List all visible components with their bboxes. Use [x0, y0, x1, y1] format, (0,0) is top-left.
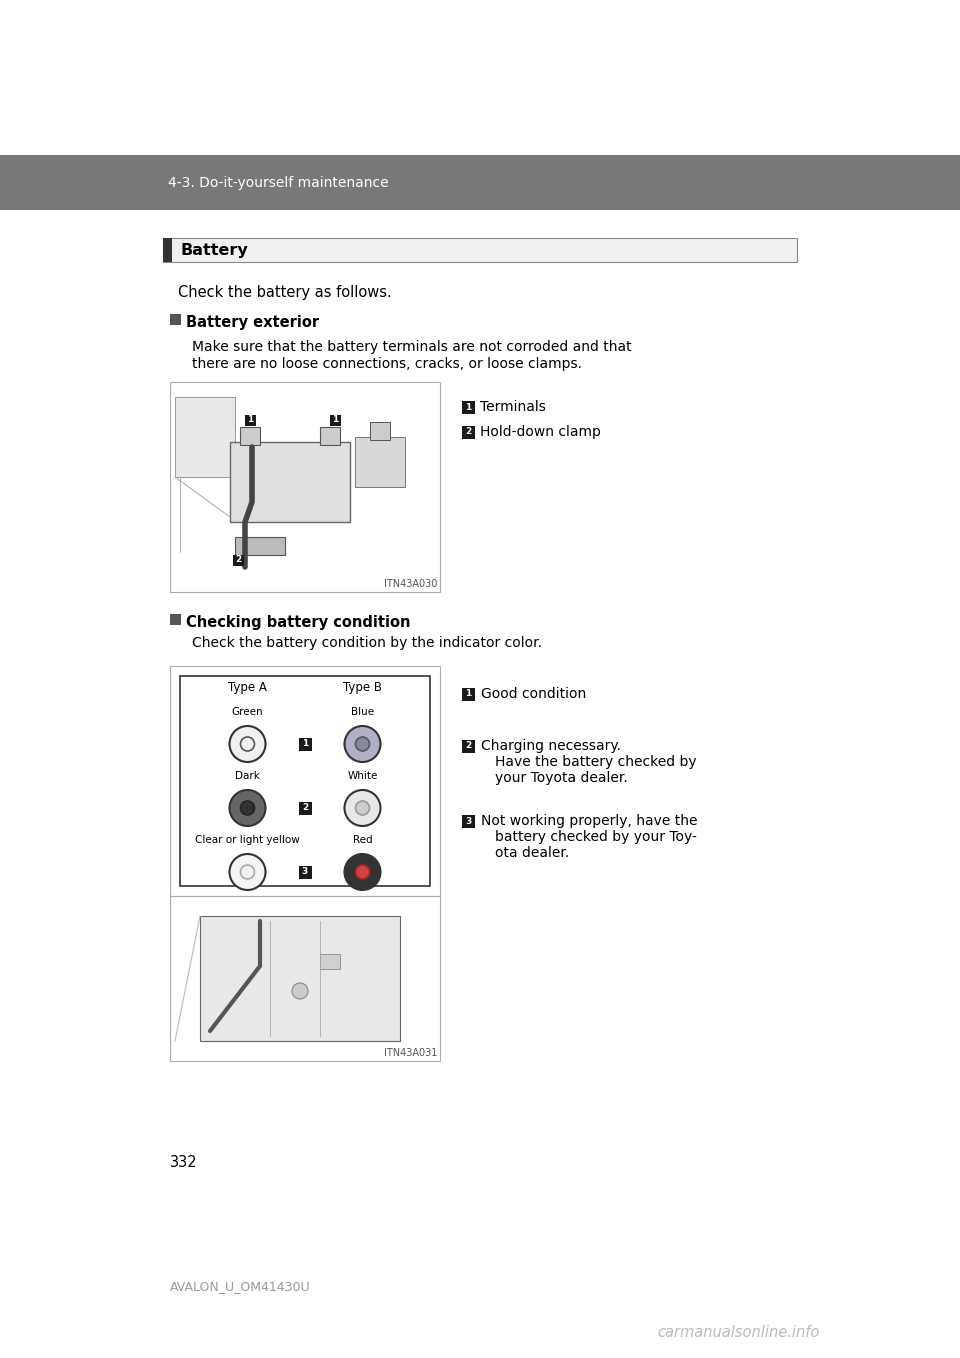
- Text: 1: 1: [465, 402, 471, 411]
- Circle shape: [345, 790, 380, 826]
- Text: 1: 1: [332, 416, 338, 425]
- Bar: [462, 740, 474, 752]
- Text: Type B: Type B: [343, 682, 382, 694]
- Circle shape: [355, 865, 370, 879]
- Text: 3: 3: [301, 868, 308, 876]
- Text: Dark: Dark: [235, 771, 260, 781]
- Text: Clear or light yellow: Clear or light yellow: [195, 835, 300, 845]
- Text: 1: 1: [301, 740, 308, 748]
- Bar: [200, 917, 400, 1042]
- Bar: [180, 676, 430, 885]
- Circle shape: [345, 854, 380, 889]
- Bar: [462, 815, 474, 827]
- Bar: [232, 554, 244, 565]
- Text: 4-3. Do-it-yourself maintenance: 4-3. Do-it-yourself maintenance: [168, 175, 389, 190]
- Text: 2: 2: [301, 804, 308, 812]
- Text: battery checked by your Toy-: battery checked by your Toy-: [495, 830, 697, 845]
- Bar: [299, 865, 311, 879]
- Circle shape: [229, 727, 266, 762]
- Text: there are no loose connections, cracks, or loose clamps.: there are no loose connections, cracks, …: [192, 357, 582, 371]
- Text: Check the battery as follows.: Check the battery as follows.: [178, 285, 392, 300]
- Bar: [320, 426, 340, 445]
- Circle shape: [355, 801, 370, 815]
- Bar: [170, 665, 440, 896]
- Text: Have the battery checked by: Have the battery checked by: [495, 755, 697, 769]
- Text: Blue: Blue: [351, 708, 374, 717]
- Circle shape: [241, 865, 254, 879]
- Bar: [299, 801, 311, 815]
- Text: Good condition: Good condition: [481, 687, 587, 701]
- Bar: [240, 426, 260, 445]
- Text: Battery exterior: Battery exterior: [186, 315, 319, 330]
- Text: Terminals: Terminals: [480, 401, 546, 414]
- Bar: [170, 382, 440, 592]
- Bar: [175, 397, 235, 477]
- Circle shape: [292, 983, 308, 999]
- Text: 3: 3: [465, 816, 471, 826]
- Text: 2: 2: [465, 428, 471, 436]
- Circle shape: [229, 854, 266, 889]
- Text: White: White: [348, 771, 377, 781]
- Circle shape: [241, 801, 254, 815]
- Bar: [370, 422, 390, 440]
- Text: Charging necessary.: Charging necessary.: [481, 739, 621, 752]
- Circle shape: [345, 727, 380, 762]
- Text: 1: 1: [465, 690, 471, 698]
- Bar: [0, 155, 960, 210]
- Text: Red: Red: [352, 835, 372, 845]
- Bar: [320, 953, 340, 968]
- Circle shape: [355, 737, 370, 751]
- Bar: [170, 896, 440, 1061]
- Text: 2: 2: [465, 741, 471, 751]
- Text: Check the battery condition by the indicator color.: Check the battery condition by the indic…: [192, 636, 542, 650]
- Bar: [170, 314, 181, 325]
- Circle shape: [229, 790, 266, 826]
- Text: Hold-down clamp: Hold-down clamp: [480, 425, 601, 439]
- Bar: [175, 397, 235, 477]
- Text: Green: Green: [231, 708, 263, 717]
- Bar: [462, 401, 474, 413]
- Text: 2: 2: [235, 555, 241, 565]
- Bar: [235, 536, 285, 555]
- Text: ITN43A031: ITN43A031: [384, 1048, 437, 1058]
- Text: ota dealer.: ota dealer.: [495, 846, 569, 860]
- Bar: [329, 414, 341, 425]
- Text: Not working properly, have the: Not working properly, have the: [481, 813, 698, 828]
- Text: ITN43A030: ITN43A030: [384, 579, 437, 589]
- Text: 1: 1: [247, 416, 253, 425]
- Circle shape: [241, 737, 254, 751]
- Bar: [299, 737, 311, 751]
- Bar: [170, 614, 181, 625]
- Text: AVALON_U_OM41430U: AVALON_U_OM41430U: [170, 1281, 311, 1293]
- Text: Checking battery condition: Checking battery condition: [186, 615, 411, 630]
- Bar: [462, 687, 474, 701]
- Text: carmanualsonline.info: carmanualsonline.info: [658, 1325, 820, 1340]
- Text: Make sure that the battery terminals are not corroded and that: Make sure that the battery terminals are…: [192, 340, 632, 354]
- Bar: [355, 437, 405, 488]
- Text: Battery: Battery: [180, 243, 248, 258]
- Bar: [163, 238, 172, 262]
- Text: Type A: Type A: [228, 682, 267, 694]
- Bar: [230, 441, 350, 521]
- Bar: [163, 238, 797, 262]
- Bar: [245, 414, 255, 425]
- Text: your Toyota dealer.: your Toyota dealer.: [495, 771, 628, 785]
- Text: 332: 332: [170, 1156, 198, 1171]
- Bar: [462, 425, 474, 439]
